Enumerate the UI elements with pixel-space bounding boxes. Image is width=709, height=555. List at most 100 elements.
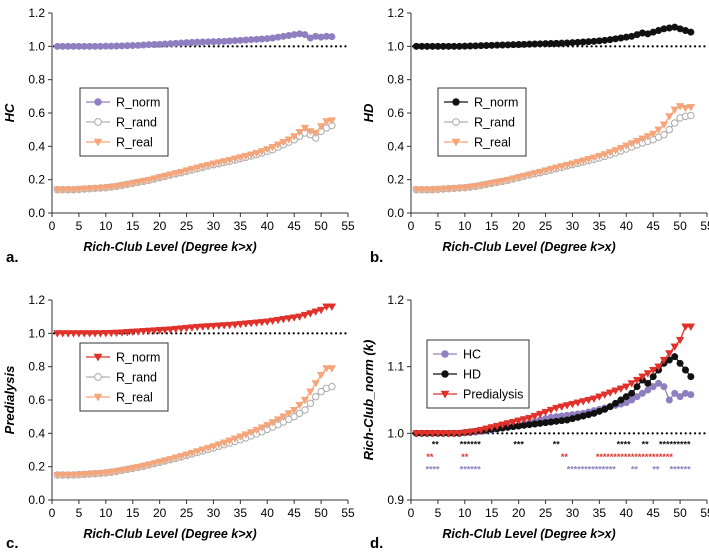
series-hd bbox=[412, 353, 695, 437]
data-point bbox=[96, 184, 105, 193]
data-point bbox=[503, 176, 513, 185]
data-point bbox=[63, 471, 73, 480]
data-point bbox=[300, 311, 310, 320]
data-point bbox=[144, 327, 154, 336]
data-point bbox=[63, 330, 73, 338]
data-point bbox=[514, 174, 523, 182]
data-point bbox=[257, 319, 267, 327]
data-point bbox=[187, 165, 197, 174]
y-tick-label: 1.2 bbox=[387, 6, 404, 20]
x-tick-label: 10 bbox=[458, 506, 472, 520]
data-point bbox=[203, 161, 213, 170]
significance-mark: ** bbox=[432, 439, 440, 449]
data-point bbox=[166, 171, 175, 179]
data-point bbox=[182, 167, 191, 175]
data-point bbox=[589, 395, 599, 403]
data-point bbox=[193, 448, 202, 456]
legend-label: Predialysis bbox=[463, 388, 523, 402]
data-point bbox=[633, 393, 641, 401]
data-point bbox=[252, 319, 261, 327]
data-point bbox=[96, 330, 105, 338]
x-tick-label: 5 bbox=[76, 506, 83, 520]
x-axis-label: Rich-Club Level (Degree k>x) bbox=[442, 527, 615, 541]
data-point bbox=[316, 306, 326, 315]
y-tick-label: 1.2 bbox=[387, 293, 404, 307]
data-point bbox=[648, 366, 658, 375]
data-point bbox=[150, 175, 159, 183]
data-point bbox=[85, 330, 94, 338]
legend-label: R_rand bbox=[116, 116, 157, 130]
data-point bbox=[681, 323, 690, 331]
x-tick-label: 30 bbox=[566, 219, 580, 233]
data-point bbox=[80, 185, 89, 194]
significance-mark: **** bbox=[426, 465, 441, 475]
data-point bbox=[106, 329, 116, 338]
data-point bbox=[74, 330, 84, 338]
legend: R_norm R_rand R_real bbox=[79, 342, 169, 412]
data-point bbox=[686, 323, 696, 331]
x-tick-label: 0 bbox=[408, 506, 415, 520]
x-tick-label: 20 bbox=[512, 506, 526, 520]
data-point bbox=[681, 104, 690, 113]
data-point bbox=[106, 183, 116, 192]
y-axis-label: Predialysis bbox=[2, 366, 17, 435]
data-point bbox=[160, 172, 170, 181]
data-point bbox=[273, 316, 283, 325]
legend-label: R_norm bbox=[474, 96, 518, 110]
x-tick-label: 15 bbox=[485, 506, 499, 520]
data-point bbox=[187, 324, 197, 332]
data-point bbox=[219, 439, 229, 447]
y-tick-label: 0.0 bbox=[28, 206, 45, 220]
y-tick-label: 0.6 bbox=[28, 393, 45, 407]
y-tick-label: 0.8 bbox=[28, 360, 45, 374]
x-tick-label: 20 bbox=[512, 219, 526, 233]
data-point bbox=[257, 424, 267, 432]
data-point bbox=[306, 399, 315, 408]
x-tick-label: 40 bbox=[261, 506, 275, 520]
data-point bbox=[612, 399, 620, 407]
data-point bbox=[246, 151, 256, 159]
data-point bbox=[155, 458, 164, 467]
data-point bbox=[225, 321, 234, 330]
data-point bbox=[638, 373, 647, 381]
data-point bbox=[605, 389, 615, 397]
series-r-norm bbox=[53, 303, 337, 338]
x-tick-label: 50 bbox=[673, 219, 687, 233]
data-point bbox=[687, 28, 695, 36]
data-point bbox=[284, 410, 294, 418]
data-point bbox=[428, 186, 437, 194]
data-point bbox=[492, 422, 502, 431]
data-point bbox=[198, 323, 207, 331]
data-point bbox=[176, 453, 186, 461]
x-tick-label: 20 bbox=[153, 506, 167, 520]
y-tick-label: 0.2 bbox=[28, 173, 45, 187]
data-point bbox=[295, 313, 304, 321]
x-tick-label: 5 bbox=[435, 506, 442, 520]
data-point bbox=[236, 154, 245, 162]
significance-mark: ************** bbox=[567, 465, 617, 475]
data-point bbox=[546, 406, 556, 415]
significance-mark: ** bbox=[461, 452, 469, 462]
panel-label: d. bbox=[370, 535, 383, 552]
data-point bbox=[160, 457, 170, 465]
data-point bbox=[595, 152, 604, 161]
data-point bbox=[600, 391, 609, 399]
data-point bbox=[85, 470, 94, 479]
data-point bbox=[328, 382, 336, 391]
data-point bbox=[616, 144, 626, 153]
data-point bbox=[687, 373, 695, 381]
data-point bbox=[628, 389, 636, 397]
x-tick-label: 40 bbox=[620, 506, 634, 520]
data-point bbox=[638, 389, 646, 397]
legend-swatch-marker bbox=[94, 98, 102, 106]
significance-mark: ** bbox=[642, 439, 650, 449]
data-point bbox=[74, 471, 84, 479]
data-point bbox=[665, 125, 674, 134]
x-tick-label: 25 bbox=[539, 506, 553, 520]
data-point bbox=[589, 154, 599, 162]
data-point bbox=[687, 391, 695, 399]
data-point bbox=[439, 185, 448, 194]
x-tick-label: 55 bbox=[700, 219, 709, 233]
data-point bbox=[632, 376, 642, 385]
data-point bbox=[166, 326, 175, 334]
